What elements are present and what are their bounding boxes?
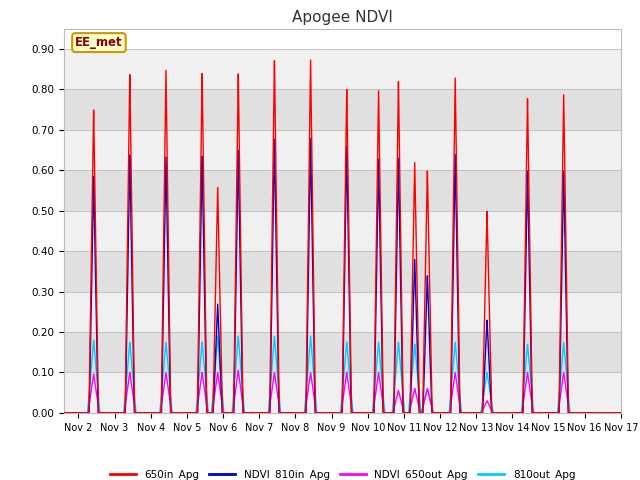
Bar (64, 372, 621, 413)
Bar (64, 332, 621, 372)
Title: Apogee NDVI: Apogee NDVI (292, 10, 393, 25)
Bar (64, 170, 621, 211)
Text: EE_met: EE_met (75, 36, 123, 49)
Bar (64, 49, 621, 89)
Bar (64, 89, 621, 130)
Bar (64, 130, 621, 170)
Legend: 650in_Apg, NDVI_810in_Apg, NDVI_650out_Apg, 810out_Apg: 650in_Apg, NDVI_810in_Apg, NDVI_650out_A… (106, 465, 579, 480)
Bar (64, 211, 621, 251)
Bar (64, 251, 621, 291)
Bar (64, 291, 621, 332)
